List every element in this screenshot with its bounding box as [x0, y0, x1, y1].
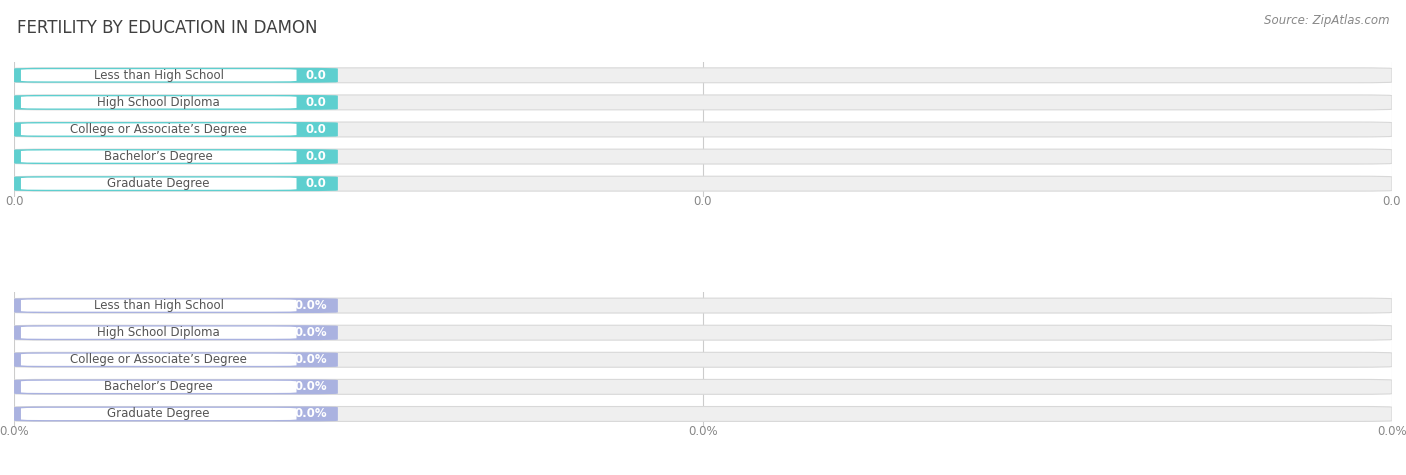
Text: Graduate Degree: Graduate Degree: [107, 408, 209, 420]
FancyBboxPatch shape: [14, 380, 1392, 394]
Text: 0.0%: 0.0%: [294, 380, 326, 393]
Text: Bachelor’s Degree: Bachelor’s Degree: [104, 380, 214, 393]
Text: College or Associate’s Degree: College or Associate’s Degree: [70, 123, 247, 136]
Text: 0.0%: 0.0%: [294, 326, 326, 339]
FancyBboxPatch shape: [14, 149, 337, 164]
Text: Graduate Degree: Graduate Degree: [107, 177, 209, 190]
FancyBboxPatch shape: [14, 352, 1392, 367]
FancyBboxPatch shape: [21, 178, 297, 190]
Text: Bachelor’s Degree: Bachelor’s Degree: [104, 150, 214, 163]
FancyBboxPatch shape: [14, 122, 1392, 137]
Text: 0.0: 0.0: [307, 177, 326, 190]
FancyBboxPatch shape: [14, 176, 337, 191]
FancyBboxPatch shape: [21, 408, 297, 420]
Text: High School Diploma: High School Diploma: [97, 326, 221, 339]
Text: 0.0: 0.0: [4, 195, 24, 208]
FancyBboxPatch shape: [14, 407, 337, 421]
FancyBboxPatch shape: [21, 96, 297, 108]
FancyBboxPatch shape: [21, 151, 297, 162]
FancyBboxPatch shape: [14, 407, 1392, 421]
Text: 0.0%: 0.0%: [688, 425, 718, 438]
FancyBboxPatch shape: [14, 325, 337, 340]
FancyBboxPatch shape: [14, 68, 1392, 83]
Text: 0.0: 0.0: [1382, 195, 1402, 208]
Text: FERTILITY BY EDUCATION IN DAMON: FERTILITY BY EDUCATION IN DAMON: [17, 19, 318, 37]
FancyBboxPatch shape: [14, 352, 337, 367]
Text: 0.0: 0.0: [307, 96, 326, 109]
Text: 0.0: 0.0: [307, 69, 326, 82]
Text: 0.0: 0.0: [307, 150, 326, 163]
Text: Source: ZipAtlas.com: Source: ZipAtlas.com: [1264, 14, 1389, 27]
Text: Less than High School: Less than High School: [94, 69, 224, 82]
Text: 0.0%: 0.0%: [294, 408, 326, 420]
Text: High School Diploma: High School Diploma: [97, 96, 221, 109]
Text: College or Associate’s Degree: College or Associate’s Degree: [70, 353, 247, 366]
FancyBboxPatch shape: [14, 298, 337, 313]
FancyBboxPatch shape: [14, 325, 1392, 340]
FancyBboxPatch shape: [14, 176, 1392, 191]
FancyBboxPatch shape: [21, 69, 297, 81]
FancyBboxPatch shape: [14, 380, 337, 394]
FancyBboxPatch shape: [14, 298, 1392, 313]
FancyBboxPatch shape: [14, 149, 1392, 164]
FancyBboxPatch shape: [14, 95, 1392, 110]
FancyBboxPatch shape: [14, 122, 337, 137]
FancyBboxPatch shape: [21, 354, 297, 366]
Text: 0.0%: 0.0%: [294, 353, 326, 366]
Text: 0.0: 0.0: [307, 123, 326, 136]
FancyBboxPatch shape: [14, 68, 337, 83]
Text: 0.0%: 0.0%: [0, 425, 30, 438]
FancyBboxPatch shape: [21, 381, 297, 393]
FancyBboxPatch shape: [21, 124, 297, 135]
FancyBboxPatch shape: [21, 327, 297, 339]
Text: Less than High School: Less than High School: [94, 299, 224, 312]
Text: 0.0%: 0.0%: [294, 299, 326, 312]
FancyBboxPatch shape: [21, 300, 297, 312]
Text: 0.0: 0.0: [693, 195, 713, 208]
FancyBboxPatch shape: [14, 95, 337, 110]
Text: 0.0%: 0.0%: [1376, 425, 1406, 438]
